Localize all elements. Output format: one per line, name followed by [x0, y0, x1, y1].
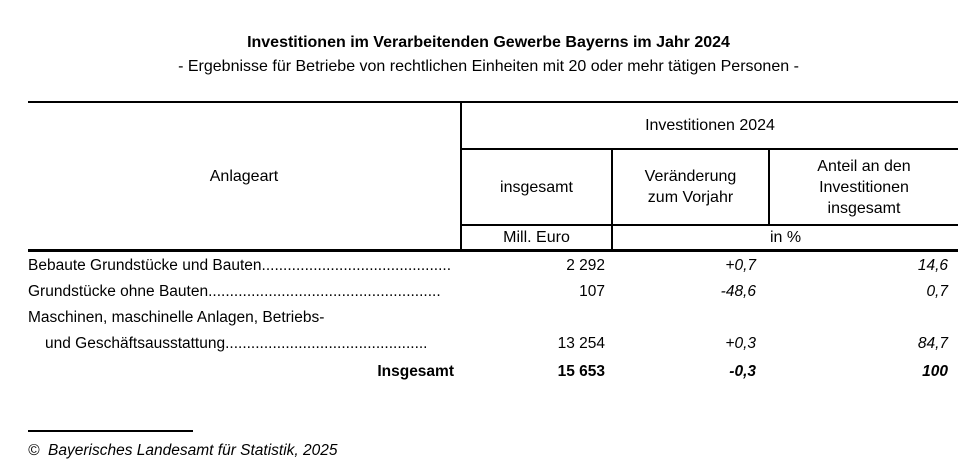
column-header-anlageart: Anlageart [28, 103, 462, 249]
column-header-anteil-an-den-investitionen: Anteil an den Investitionen insgesamt [770, 150, 958, 226]
table-row: Bebaute Grundstücke und Bauten..........… [28, 253, 958, 279]
value-anteil-an-investitionen: 14,6 [917, 257, 948, 274]
footer-divider [28, 430, 193, 432]
column-group-header-investitionen-2024: Investitionen 2024 [462, 103, 958, 150]
value-veraenderung-zum-vorjahr: -48,6 [720, 283, 756, 300]
table-row: Maschinen, maschinelle Anlagen, Betriebs… [28, 305, 958, 357]
unit-label-in-percent: in % [769, 229, 802, 246]
value-insgesamt: 2 292 [566, 257, 605, 274]
value-veraenderung-zum-vorjahr: -0,3 [729, 363, 756, 380]
row-label-line: Grundstücke ohne Bauten.................… [28, 283, 441, 300]
value-anteil-an-investitionen: 84,7 [917, 335, 948, 352]
column-header-veraenderung-zum-vorjahr: Veränderung zum Vorjahr [613, 150, 770, 226]
table-row-total: Insgesamt 15 653 -0,3 100 [28, 359, 958, 385]
row-label: Grundstücke ohne Bauten.................… [28, 279, 462, 305]
value-insgesamt: 15 653 [557, 363, 605, 380]
value-anteil-an-investitionen: 0,7 [926, 283, 948, 300]
row-label-line: und Geschäftsausstattung................… [45, 335, 428, 352]
row-label: Maschinen, maschinelle Anlagen, Betriebs… [28, 305, 462, 357]
value-veraenderung-zum-vorjahr: +0,7 [725, 257, 756, 274]
row-label-line: Maschinen, maschinelle Anlagen, Betriebs… [28, 309, 325, 326]
value-insgesamt: 13 254 [557, 335, 605, 352]
table-header: Anlageart Investitionen 2024 insgesamt V… [28, 101, 958, 252]
page-subtitle: - Ergebnisse für Betriebe von rechtliche… [178, 58, 799, 75]
row-label: Bebaute Grundstücke und Bauten..........… [28, 253, 462, 279]
row-label-line: Insgesamt [377, 363, 454, 380]
table-body: Bebaute Grundstücke und Bauten..........… [28, 253, 958, 385]
column-header-insgesamt: insgesamt [462, 150, 613, 226]
value-insgesamt: 107 [579, 283, 605, 300]
table-row: Grundstücke ohne Bauten.................… [28, 279, 958, 305]
value-veraenderung-zum-vorjahr: +0,3 [725, 335, 756, 352]
page-title: Investitionen im Verarbeitenden Gewerbe … [247, 34, 730, 51]
row-label: Insgesamt [28, 359, 462, 385]
unit-label-mill-euro: Mill. Euro [462, 226, 613, 249]
copyright-text: © Bayerisches Landesamt für Statistik, 2… [28, 442, 338, 459]
row-label-line: Bebaute Grundstücke und Bauten..........… [28, 257, 452, 274]
value-anteil-an-investitionen: 100 [922, 363, 948, 380]
